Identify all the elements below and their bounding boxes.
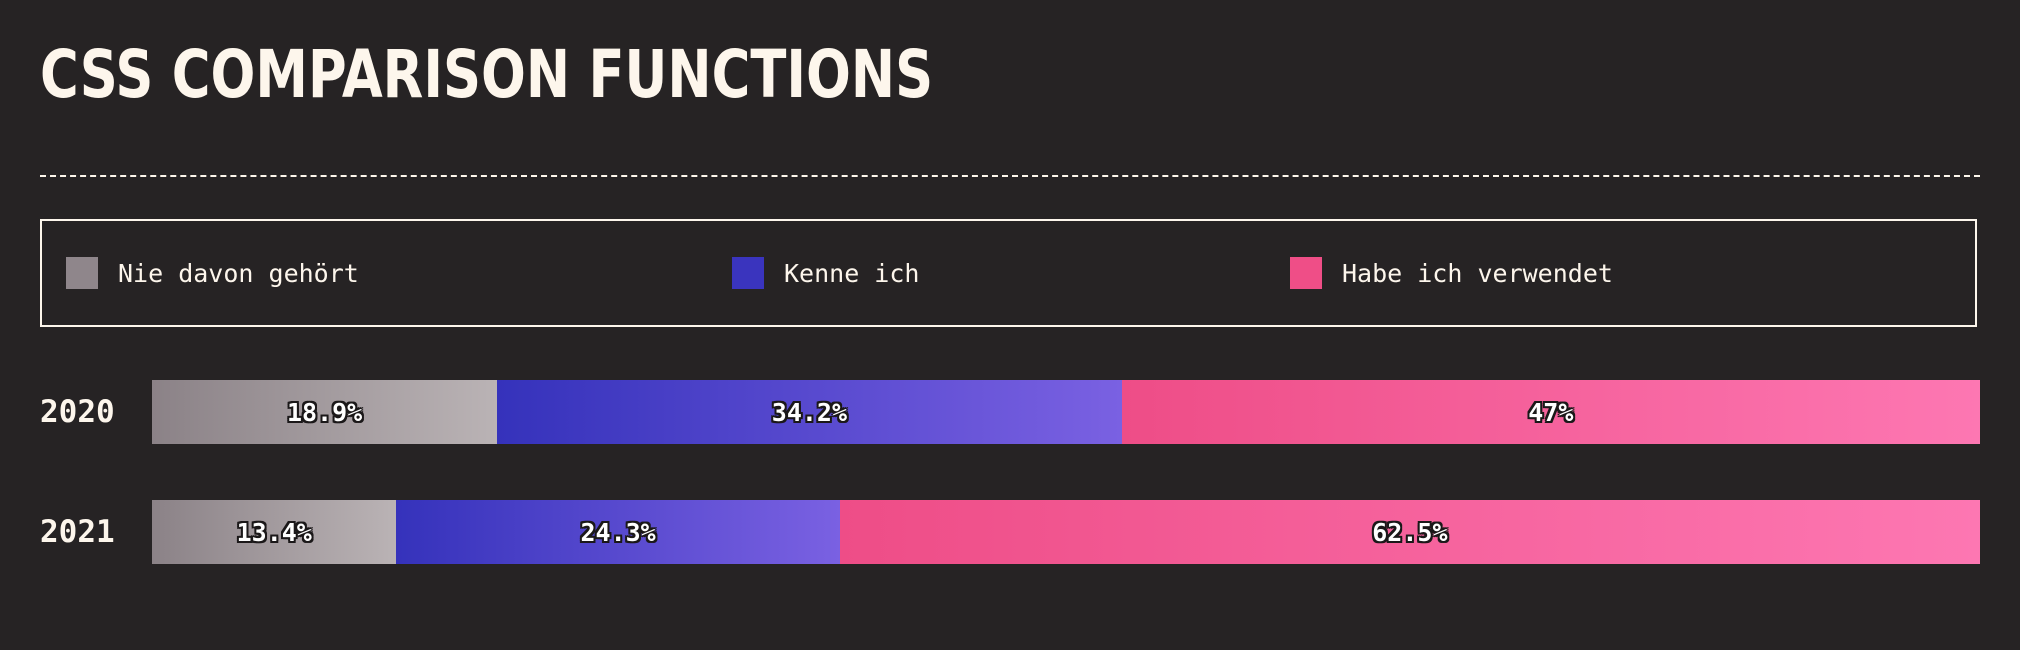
- bar-segment-habe-ich-verwendet-2021[interactable]: 62.5%: [839, 500, 1980, 564]
- bar-segment-nie-davon-gehoert-2021[interactable]: 13.4%: [152, 500, 397, 564]
- bar-segment-nie-davon-gehoert-2020[interactable]: 18.9%: [152, 380, 498, 444]
- legend: Nie davon gehört Kenne ich Habe ich verw…: [40, 219, 1977, 327]
- data-label: 62.5%: [1372, 517, 1448, 547]
- bar-track-2021: 13.4% 24.3% 62.5%: [152, 500, 1980, 564]
- row-label-2021: 2021: [40, 514, 115, 550]
- legend-item-habe-ich-verwendet[interactable]: Habe ich verwendet: [1290, 256, 1613, 290]
- legend-item-nie-davon-gehoert[interactable]: Nie davon gehört: [66, 256, 359, 290]
- legend-swatch: [1290, 257, 1322, 289]
- data-label: 47%: [1528, 397, 1574, 427]
- legend-label: Habe ich verwendet: [1342, 258, 1613, 288]
- legend-item-kenne-ich[interactable]: Kenne ich: [732, 256, 919, 290]
- legend-swatch: [732, 257, 764, 289]
- data-label: 18.9%: [286, 397, 363, 427]
- legend-label: Nie davon gehört: [118, 258, 359, 288]
- legend-swatch: [66, 257, 98, 289]
- legend-label: Kenne ich: [784, 258, 920, 288]
- bar-track-2020: 18.9% 34.2% 47%: [152, 380, 1980, 444]
- title-divider: [40, 175, 1980, 177]
- data-label: 24.3%: [580, 517, 656, 547]
- bar-segment-habe-ich-verwendet-2020[interactable]: 47%: [1121, 380, 1980, 444]
- chart-title: CSS COMPARISON FUNCTIONS: [40, 36, 934, 113]
- row-label-2020: 2020: [40, 394, 115, 430]
- data-label: 13.4%: [236, 517, 312, 547]
- bar-segment-kenne-ich-2020[interactable]: 34.2%: [497, 380, 1122, 444]
- bar-segment-kenne-ich-2021[interactable]: 24.3%: [396, 500, 840, 564]
- data-label: 34.2%: [771, 397, 848, 427]
